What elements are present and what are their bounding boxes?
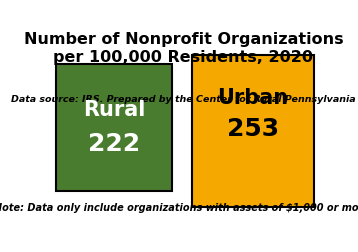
Text: 253: 253 [227,116,279,140]
Text: 222: 222 [88,131,140,155]
Text: Urban: Urban [217,88,289,108]
Bar [56,65,173,191]
Text: Note: Data only include organizations with assets of $1,000 or more.: Note: Data only include organizations wi… [0,203,358,213]
Text: Data source: IRS. Prepared by the Center for Rural Pennsylvania: Data source: IRS. Prepared by the Center… [11,94,356,103]
Text: Number of Nonprofit Organizations
per 100,000 Residents, 2020: Number of Nonprofit Organizations per 10… [24,32,343,65]
Text: Rural: Rural [83,99,145,119]
Bar [192,55,314,207]
